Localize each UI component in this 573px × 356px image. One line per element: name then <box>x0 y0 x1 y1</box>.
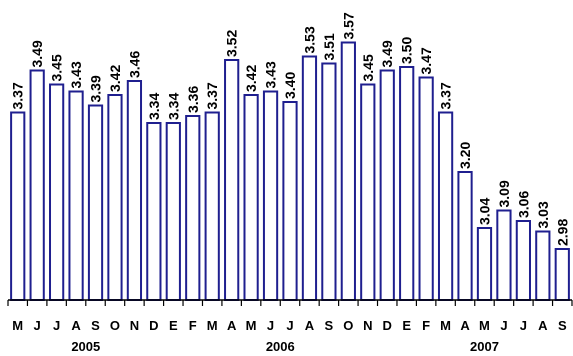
category-label: A <box>227 318 237 333</box>
bar <box>146 122 162 301</box>
category-label: F <box>422 318 430 333</box>
category-label: J <box>520 318 527 333</box>
bar <box>360 83 376 301</box>
category-label: J <box>500 318 507 333</box>
x-ticks-group <box>7 300 573 306</box>
bar <box>340 41 356 301</box>
year-label: 2005 <box>71 339 100 354</box>
value-label: 3.43 <box>263 61 279 88</box>
value-label: 3.45 <box>49 54 65 81</box>
value-label: 3.42 <box>243 65 259 92</box>
value-label: 3.37 <box>438 82 454 109</box>
category-label: S <box>558 318 567 333</box>
value-label: 3.03 <box>535 201 551 228</box>
bar <box>204 111 220 301</box>
bar <box>49 83 65 301</box>
value-label: 3.43 <box>68 61 84 88</box>
category-label: A <box>538 318 548 333</box>
value-label: 3.45 <box>360 54 376 81</box>
bar <box>126 80 143 301</box>
value-label: 3.20 <box>457 142 473 169</box>
value-label: 3.04 <box>476 198 492 225</box>
category-label: M <box>12 318 23 333</box>
value-label: 3.47 <box>418 47 434 74</box>
bar <box>10 111 26 301</box>
category-label: O <box>343 318 353 333</box>
bar <box>418 76 434 301</box>
value-label: 3.51 <box>321 33 337 60</box>
category-label: E <box>402 318 411 333</box>
category-label: N <box>363 318 372 333</box>
category-label: O <box>110 318 120 333</box>
value-label: 3.37 <box>10 82 26 109</box>
value-label: 3.40 <box>282 72 298 99</box>
value-label: 3.39 <box>88 75 104 102</box>
value-label: 3.06 <box>515 191 531 218</box>
bar <box>107 94 123 301</box>
bar <box>165 122 181 301</box>
bar <box>68 90 84 301</box>
value-label: 3.37 <box>204 82 220 109</box>
bar <box>224 59 240 301</box>
bar <box>496 209 512 301</box>
category-label: D <box>383 318 392 333</box>
value-label: 3.52 <box>224 30 240 57</box>
category-label: M <box>207 318 218 333</box>
category-label: S <box>325 318 334 333</box>
bar <box>554 248 570 301</box>
bar <box>437 111 454 301</box>
bar <box>262 90 279 301</box>
category-label: M <box>440 318 451 333</box>
category-label: M <box>246 318 257 333</box>
value-label: 3.34 <box>146 93 162 120</box>
bar <box>243 94 259 301</box>
value-label: 3.46 <box>126 51 142 78</box>
bar <box>87 104 104 301</box>
year-label: 2006 <box>266 339 295 354</box>
category-label: A <box>305 318 315 333</box>
category-label: E <box>169 318 178 333</box>
value-label: 3.09 <box>496 180 512 207</box>
category-label: A <box>71 318 81 333</box>
value-label: 3.34 <box>165 93 181 120</box>
value-label: 2.98 <box>554 219 570 246</box>
value-label: 3.50 <box>399 37 415 64</box>
category-label: J <box>286 318 293 333</box>
bar <box>535 230 551 301</box>
year-label: 2007 <box>470 339 499 354</box>
bar <box>399 66 415 301</box>
category-label: J <box>267 318 274 333</box>
bar <box>321 62 337 301</box>
category-label: N <box>130 318 139 333</box>
category-label: A <box>460 318 470 333</box>
value-label: 3.57 <box>340 12 356 39</box>
bar <box>282 101 298 301</box>
value-label: 3.49 <box>379 40 395 67</box>
category-label: J <box>53 318 60 333</box>
value-labels-group: 3.373.493.45 3.433.39 3.423.463.34 3.34 3.36… <box>10 12 571 246</box>
value-label: 3.49 <box>29 40 45 67</box>
bar <box>476 227 493 301</box>
value-label: 3.36 <box>185 86 201 113</box>
bar <box>185 115 201 301</box>
bar <box>301 55 318 301</box>
category-label: F <box>189 318 197 333</box>
category-label: S <box>91 318 100 333</box>
bar <box>515 220 531 301</box>
bar <box>379 69 395 301</box>
year-labels-group: 2005 2006 2007 <box>71 339 499 354</box>
bar <box>29 69 45 301</box>
value-label: 3.42 <box>107 65 123 92</box>
category-label: J <box>34 318 41 333</box>
category-label: D <box>149 318 158 333</box>
bar <box>457 171 473 301</box>
category-label: M <box>479 318 490 333</box>
value-label: 3.53 <box>301 26 317 53</box>
